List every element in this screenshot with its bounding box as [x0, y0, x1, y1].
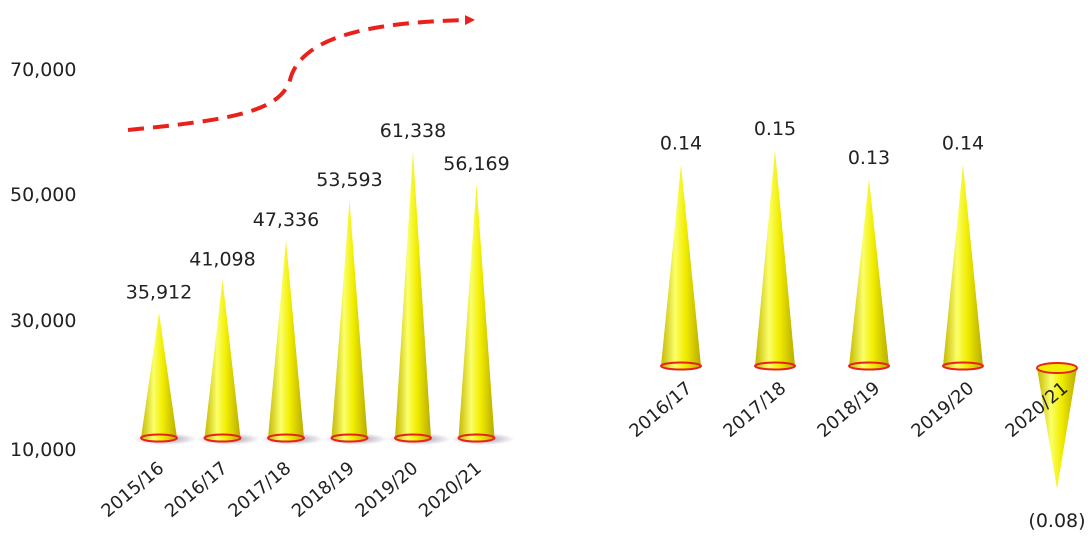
right-cone-base: [754, 361, 796, 371]
right-cone: [755, 150, 795, 370]
right-category-label: 2017/18: [719, 378, 790, 442]
right-cone: [943, 164, 983, 370]
right-category-label: 2016/17: [625, 378, 696, 442]
left-category-label: 2015/16: [97, 458, 168, 522]
left-cone: [395, 151, 431, 442]
trend-arrow: [127, 15, 475, 132]
left-cone: [268, 239, 304, 442]
right-cone: [661, 164, 701, 370]
left-data-label: 41,098: [189, 249, 255, 271]
left-category-label: 2018/19: [288, 458, 359, 522]
right-category-label: 2018/19: [813, 378, 884, 442]
left-cone-base: [457, 433, 496, 443]
right-cone: [1037, 368, 1077, 489]
right-cone-base: [1036, 362, 1078, 374]
right-data-label: 0.14: [660, 132, 702, 154]
left-data-label: 53,593: [316, 169, 382, 191]
left-chart-marks: 35,912 2015/16 41,098 2016/17 47,336 2017/18 5…: [97, 120, 515, 522]
left-y-axis: 70,000 50,000 30,000 10,000: [10, 59, 76, 461]
left-data-label: 56,169: [443, 153, 509, 175]
right-data-label: 0.14: [942, 132, 984, 154]
left-cone-base: [140, 433, 178, 443]
left-cone-base: [203, 433, 242, 443]
left-ytick-label: 10,000: [10, 439, 76, 461]
left-cone: [141, 312, 177, 442]
left-category-label: 2020/21: [415, 458, 486, 522]
left-cone: [331, 200, 368, 442]
right-data-label: 0.15: [754, 118, 796, 140]
right-chart-marks: 0.14 2016/17 0.15 2017/18 0.13 2018/19 0.14 201…: [625, 118, 1085, 532]
left-data-label: 35,912: [126, 281, 192, 303]
left-cone: [458, 183, 495, 442]
right-category-label: 2019/20: [907, 378, 978, 442]
left-cone-base: [394, 433, 432, 443]
right-data-label: (0.08): [1028, 510, 1085, 532]
right-cone-base: [942, 361, 984, 371]
left-cone-base: [267, 433, 305, 443]
left-data-label: 47,336: [253, 209, 319, 231]
right-cone-base: [848, 361, 890, 371]
left-category-label: 2019/20: [351, 458, 422, 522]
right-data-label: 0.13: [848, 147, 890, 169]
left-ytick-label: 50,000: [10, 184, 76, 206]
right-cone-base: [660, 361, 702, 371]
left-ytick-label: 30,000: [10, 310, 76, 332]
left-ytick-label: 70,000: [10, 59, 76, 81]
left-data-label: 61,338: [380, 120, 446, 142]
left-cone: [204, 279, 241, 442]
left-category-label: 2017/18: [224, 458, 295, 522]
left-cone-base: [330, 433, 369, 443]
right-cone: [849, 178, 889, 370]
left-category-label: 2016/17: [161, 458, 232, 522]
